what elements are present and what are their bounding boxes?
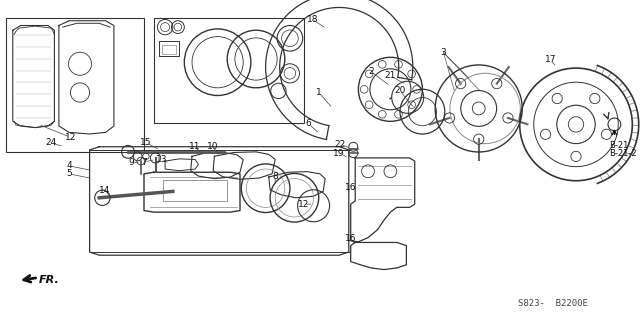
Text: 20: 20 (394, 86, 406, 95)
Text: 16: 16 (345, 234, 356, 243)
Bar (6, 18, 144, 152)
Text: 17: 17 (545, 56, 556, 64)
Text: B-21: B-21 (609, 141, 628, 150)
Text: B-21-2: B-21-2 (609, 149, 637, 158)
Text: 10: 10 (207, 142, 218, 151)
Text: 2: 2 (369, 67, 374, 76)
Text: 22: 22 (335, 140, 346, 149)
Text: 24: 24 (45, 138, 57, 147)
Text: 5: 5 (67, 169, 72, 178)
Bar (162, 45, 176, 54)
Text: 21: 21 (385, 71, 396, 80)
Text: S823-  B2200E: S823- B2200E (518, 299, 588, 308)
Text: 3: 3 (441, 48, 446, 57)
Text: 12: 12 (298, 200, 310, 209)
Text: 15: 15 (140, 138, 152, 147)
Text: 12: 12 (65, 133, 76, 142)
Text: 7: 7 (141, 158, 147, 167)
Text: 11: 11 (189, 142, 200, 151)
Text: 18: 18 (307, 15, 318, 24)
Text: 4: 4 (67, 161, 72, 170)
Text: FR.: FR. (38, 275, 59, 285)
Bar (159, 41, 179, 56)
Text: 14: 14 (99, 186, 110, 195)
Text: 9: 9 (129, 158, 134, 167)
Text: 1: 1 (316, 88, 321, 97)
Text: 13: 13 (156, 155, 167, 164)
Text: 8: 8 (273, 172, 278, 181)
Text: 19: 19 (333, 149, 345, 158)
Bar (163, 180, 227, 201)
Text: 6: 6 (306, 119, 311, 128)
Bar (154, 18, 304, 123)
Text: 16: 16 (345, 183, 356, 192)
